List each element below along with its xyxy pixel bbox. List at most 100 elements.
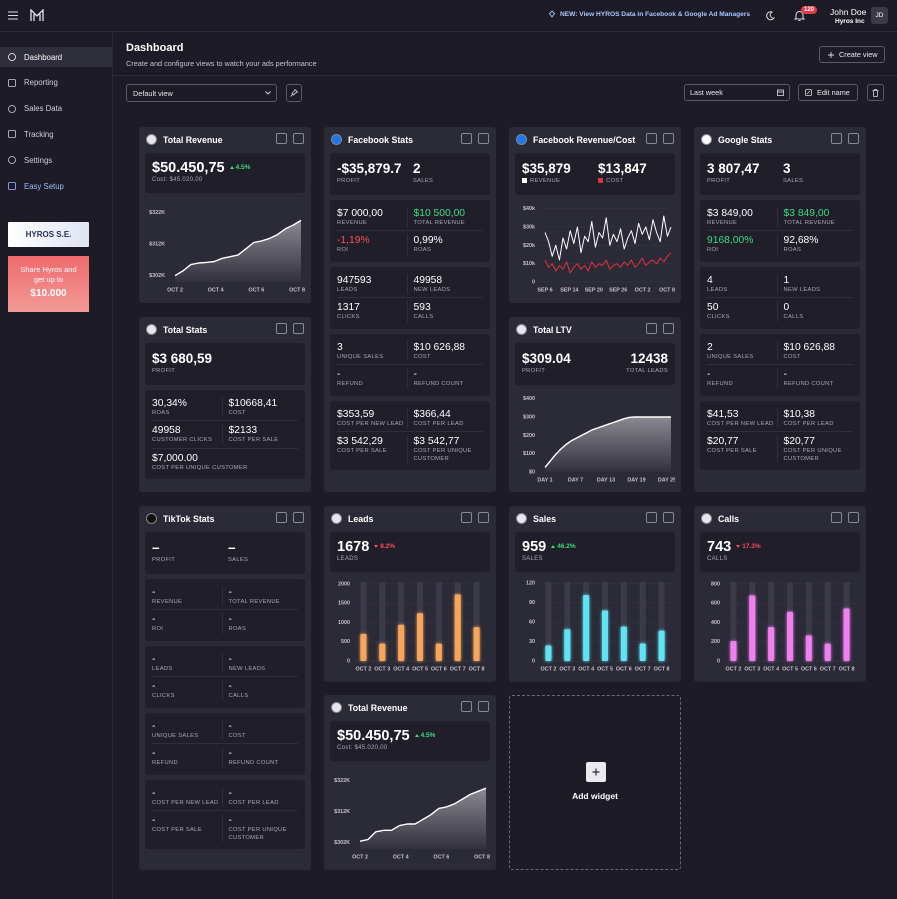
menu-button[interactable] bbox=[848, 512, 859, 523]
menu-icon[interactable] bbox=[8, 11, 18, 20]
stat-label-text: COST PER SALE bbox=[152, 827, 202, 833]
stat-cell: $10 626,88 COST bbox=[406, 340, 484, 362]
export-button[interactable] bbox=[276, 133, 287, 144]
y-tick-label: $302K bbox=[334, 840, 350, 846]
y-tick-label: $302K bbox=[149, 273, 165, 279]
menu-button[interactable] bbox=[478, 512, 489, 523]
nav-item[interactable]: Reporting bbox=[0, 73, 112, 93]
stat-label: UNIQUE SALES bbox=[152, 733, 222, 741]
stat-label-text: SALES bbox=[783, 178, 804, 184]
menu-button[interactable] bbox=[848, 133, 859, 144]
export-button[interactable] bbox=[461, 512, 472, 523]
menu-button[interactable] bbox=[478, 133, 489, 144]
y-tick-label: $200 bbox=[523, 432, 535, 438]
export-button[interactable] bbox=[276, 323, 287, 334]
y-tick-label: 30 bbox=[529, 639, 535, 645]
nav-item[interactable]: Dashboard bbox=[0, 47, 112, 67]
menu-button[interactable] bbox=[293, 133, 304, 144]
stat-label-text: NEW LEADS bbox=[413, 286, 451, 293]
edit-name-button[interactable]: Edit name bbox=[798, 84, 858, 101]
stat-label: COST bbox=[414, 354, 484, 362]
create-view-button[interactable]: Create view bbox=[819, 46, 885, 63]
menu-button[interactable] bbox=[663, 512, 674, 523]
stat-label: CALLS bbox=[229, 693, 299, 701]
stat-label: TOTAL REVENUE bbox=[414, 220, 484, 228]
delete-view-button[interactable] bbox=[867, 84, 884, 101]
series-line bbox=[544, 215, 672, 261]
stat-value: - bbox=[152, 748, 156, 759]
summary-note: LEADS bbox=[337, 556, 359, 563]
stat-label-text: ROAS bbox=[413, 247, 432, 253]
menu-button[interactable] bbox=[478, 701, 489, 712]
promo-card[interactable]: HYROS S.E. bbox=[8, 222, 89, 247]
stat-value: $7 000,00 bbox=[337, 207, 383, 219]
export-button[interactable] bbox=[646, 323, 657, 334]
stat-cell: 49958 NEW LEADS bbox=[406, 273, 484, 294]
stat-row: - CLICKS - CALLS bbox=[152, 676, 298, 704]
stat-cell: $3 542,77 COST PER UNIQUE CUSTOMER bbox=[406, 435, 484, 463]
create-view-label: Create view bbox=[839, 50, 878, 59]
pin-button[interactable] bbox=[286, 84, 302, 102]
nav-item[interactable]: Easy Setup bbox=[0, 176, 112, 196]
stat-label-text: COST PER SALE bbox=[337, 448, 387, 454]
export-button[interactable] bbox=[461, 133, 472, 144]
bar bbox=[843, 608, 850, 661]
stat-cell: - COST PER UNIQUE CUSTOMER bbox=[221, 814, 299, 842]
stat-cell: $7,000.00 COST PER UNIQUE CUSTOMER bbox=[152, 452, 298, 473]
stat-cell: - REFUND bbox=[337, 368, 407, 389]
stat-label-text: REFUND COUNT bbox=[413, 381, 464, 387]
nav-item[interactable]: Settings bbox=[0, 150, 112, 170]
stat-cell: 4 LEADS bbox=[707, 274, 777, 295]
theme-toggle[interactable] bbox=[765, 11, 775, 21]
widget-title: Total Revenue bbox=[348, 703, 408, 713]
y-tick-label: 1000 bbox=[338, 620, 350, 626]
add-widget-tile[interactable]: Add widget bbox=[509, 695, 681, 870]
x-tick-label: OCT 4 bbox=[578, 666, 594, 672]
nav-item[interactable]: Sales Data bbox=[0, 99, 112, 119]
widget-icon bbox=[331, 702, 342, 713]
view-select[interactable]: Default view bbox=[126, 84, 277, 102]
menu-button[interactable] bbox=[663, 323, 674, 334]
export-button[interactable] bbox=[646, 512, 657, 523]
announcement[interactable]: NEW: View HYROS Data in Facebook & Googl… bbox=[548, 10, 750, 18]
widget-header: Total Revenue bbox=[139, 127, 311, 153]
stat-cell: 593 CALLS bbox=[406, 301, 484, 322]
nav-label: Reporting bbox=[24, 78, 58, 88]
y-tick-label: $400 bbox=[523, 396, 535, 402]
referral-card[interactable]: Share Hyros and get up to $10.000 bbox=[8, 256, 89, 312]
widget-header: Total Stats bbox=[139, 317, 311, 343]
stat-label-text: COST PER NEW LEAD bbox=[337, 420, 404, 427]
export-button[interactable] bbox=[461, 701, 472, 712]
user-avatar[interactable]: JD bbox=[871, 7, 888, 24]
export-button[interactable] bbox=[831, 133, 842, 144]
stat-label-text: REVENUE bbox=[337, 219, 368, 226]
period-select[interactable]: Last week bbox=[684, 84, 790, 101]
export-button[interactable] bbox=[276, 512, 287, 523]
stat-label: SALES bbox=[413, 178, 483, 186]
stat-label: REFUND COUNT bbox=[414, 381, 484, 389]
stat-row: $3 542,29 COST PER SALE $3 542,77 COST PER … bbox=[337, 431, 483, 466]
add-widget-label: Add widget bbox=[572, 791, 618, 801]
export-button[interactable] bbox=[646, 133, 657, 144]
stat-label-text: COST bbox=[413, 353, 431, 360]
user-name[interactable]: John Doe bbox=[830, 7, 867, 17]
series-line bbox=[544, 415, 671, 468]
stat-value: - bbox=[413, 369, 417, 380]
stat-block: $3 849,00 REVENUE $3 849,00 TOTAL REVENUE 91… bbox=[700, 199, 860, 262]
stat-block: $35,879 REVENUE $13,847 COST bbox=[515, 153, 675, 195]
top-bar: NEW: View HYROS Data in Facebook & Googl… bbox=[0, 0, 897, 32]
menu-button[interactable] bbox=[293, 512, 304, 523]
menu-button[interactable] bbox=[663, 133, 674, 144]
stat-label: ROI bbox=[152, 626, 222, 634]
logo[interactable] bbox=[30, 9, 44, 22]
stat-cell: 2 SALES bbox=[407, 160, 483, 188]
stat-block: $309.04 PROFIT 12438 TOTAL LEADS bbox=[515, 343, 675, 385]
export-button[interactable] bbox=[831, 512, 842, 523]
y-tick-label: 2000 bbox=[338, 581, 350, 587]
widget-body: – PROFIT – SALES - REVENUE - TOTAL REVENUE - ROI -… bbox=[139, 532, 311, 870]
nav-item[interactable]: Tracking bbox=[0, 124, 112, 144]
menu-button[interactable] bbox=[293, 323, 304, 334]
stat-label-text: COST bbox=[228, 409, 246, 416]
